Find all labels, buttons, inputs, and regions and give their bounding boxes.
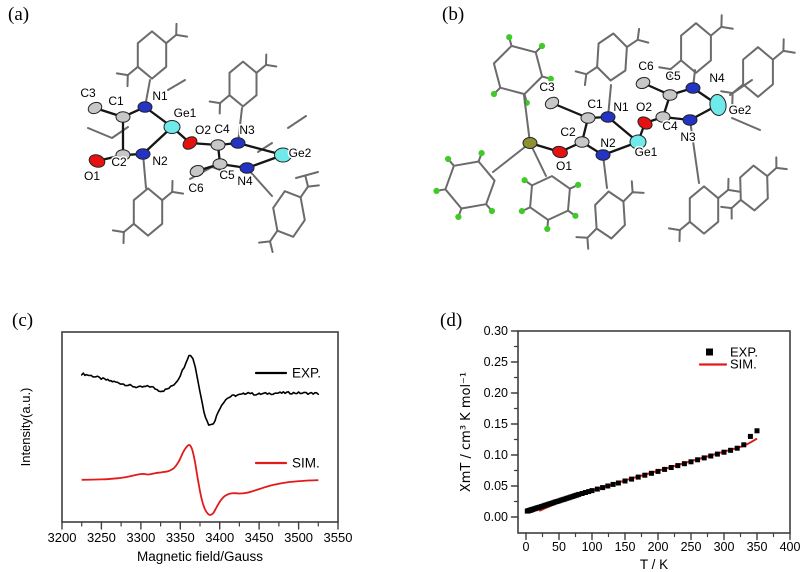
svg-text:C2: C2 — [560, 125, 576, 139]
svg-text:3500: 3500 — [284, 530, 313, 545]
svg-text:O2: O2 — [636, 100, 652, 114]
svg-text:Magnetic field/Gauss: Magnetic field/Gauss — [137, 549, 263, 564]
svg-text:C4: C4 — [662, 119, 678, 133]
svg-text:N4: N4 — [237, 174, 253, 188]
svg-text:400: 400 — [780, 540, 801, 554]
svg-text:SIM.: SIM. — [292, 456, 320, 471]
svg-text:N4: N4 — [709, 71, 725, 85]
svg-text:O1: O1 — [556, 159, 572, 173]
svg-text:SIM.: SIM. — [730, 357, 757, 372]
svg-text:EXP.: EXP. — [730, 345, 758, 360]
svg-text:XmT / cm³ K mol⁻¹: XmT / cm³ K mol⁻¹ — [459, 372, 474, 492]
svg-text:N3: N3 — [680, 130, 696, 144]
svg-text:250: 250 — [681, 540, 702, 554]
svg-text:C5: C5 — [219, 168, 235, 182]
svg-text:C1: C1 — [108, 94, 124, 108]
svg-text:Ge1: Ge1 — [174, 106, 197, 120]
svg-text:0.30: 0.30 — [484, 324, 508, 338]
svg-text:C5: C5 — [665, 69, 681, 83]
panel-d-magnetic-susceptibility-chart: 0 50 100 150 200 250 300 350 400 0.00 0.05 0.10 0.15… — [459, 324, 801, 572]
panel-label-d: (d) — [440, 310, 463, 331]
svg-text:C2: C2 — [111, 155, 127, 169]
svg-text:0.15: 0.15 — [484, 417, 508, 431]
svg-text:0.05: 0.05 — [484, 479, 508, 493]
svg-text:N3: N3 — [239, 123, 255, 137]
svg-text:50: 50 — [552, 540, 566, 554]
svg-text:350: 350 — [747, 540, 768, 554]
svg-text:C1: C1 — [587, 97, 603, 111]
svg-text:3200: 3200 — [48, 530, 77, 545]
panel-label-b: (b) — [442, 4, 465, 25]
svg-text:Ge2: Ge2 — [289, 146, 312, 160]
svg-text:Ge2: Ge2 — [729, 103, 752, 117]
svg-text:0.00: 0.00 — [484, 510, 508, 524]
svg-text:O1: O1 — [84, 169, 100, 183]
svg-text:0.10: 0.10 — [484, 448, 508, 462]
panel-c-epr-spectrum-chart: 3200 3250 3300 3350 3400 3450 3500 3550 Magnetic… — [18, 331, 353, 564]
svg-text:N1: N1 — [152, 89, 168, 103]
svg-text:C4: C4 — [214, 122, 230, 136]
svg-text:300: 300 — [714, 540, 735, 554]
svg-text:0.25: 0.25 — [484, 355, 508, 369]
svg-text:N2: N2 — [152, 154, 168, 168]
svg-text:3350: 3350 — [166, 530, 195, 545]
svg-text:100: 100 — [582, 540, 603, 554]
svg-text:Ge1: Ge1 — [635, 145, 658, 159]
svg-text:T / K: T / K — [640, 557, 668, 572]
svg-text:N1: N1 — [613, 100, 629, 114]
panel-b-crystal-structure: C3 C1 N1 C6 C5 N4 O2 C4 Ge2 N3 C2 N2 Ge1 O1 — [433, 14, 796, 250]
svg-text:3400: 3400 — [205, 530, 234, 545]
svg-text:150: 150 — [615, 540, 636, 554]
svg-text:O2: O2 — [195, 123, 211, 137]
svg-text:EXP.: EXP. — [292, 366, 321, 381]
svg-text:C3: C3 — [80, 86, 96, 100]
svg-text:C6: C6 — [638, 59, 654, 73]
svg-text:3550: 3550 — [324, 530, 353, 545]
svg-text:N2: N2 — [600, 136, 616, 150]
svg-text:0: 0 — [523, 540, 530, 554]
svg-text:3300: 3300 — [126, 530, 155, 545]
svg-text:0.20: 0.20 — [484, 386, 508, 400]
svg-text:200: 200 — [648, 540, 669, 554]
panel-label-c: (c) — [12, 310, 34, 331]
svg-text:C6: C6 — [188, 181, 204, 195]
svg-text:3450: 3450 — [245, 530, 274, 545]
panel-a-crystal-structure: C3 C1 N1 Ge1 O2 C4 N3 Ge2 O1 C2 N2 C6 C5 N4 — [79, 22, 320, 253]
panel-label-a: (a) — [8, 4, 30, 25]
svg-text:3250: 3250 — [87, 530, 116, 545]
svg-text:C3: C3 — [539, 80, 555, 94]
svg-text:Intensity(a.u.): Intensity(a.u.) — [18, 388, 33, 467]
